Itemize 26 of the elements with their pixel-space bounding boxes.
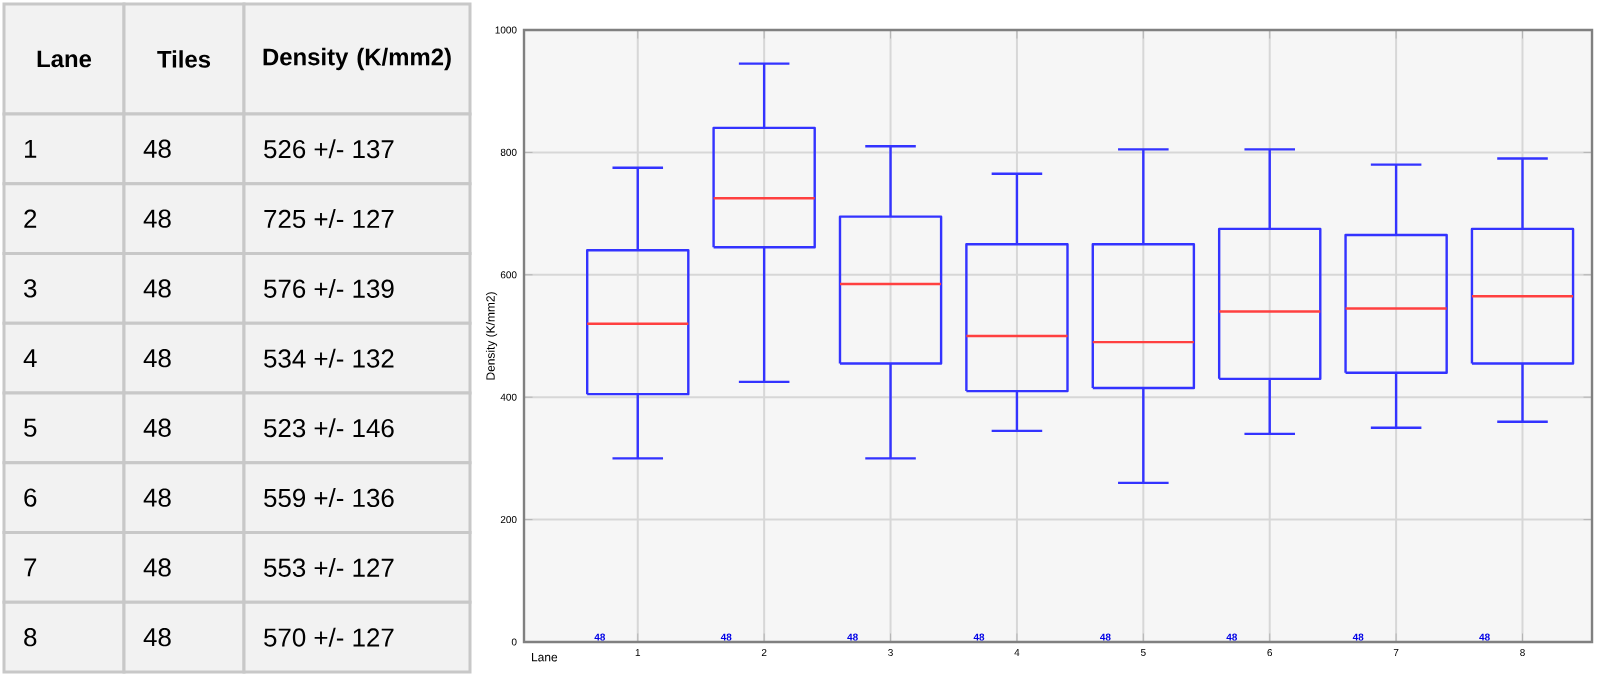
text: 570 +/- 127 — [264, 627, 394, 647]
text: 48 — [143, 418, 171, 437]
text: 526 +/- 137 — [264, 139, 394, 159]
text: 576 +/- 139 — [264, 278, 394, 298]
text: 1 — [25, 139, 37, 158]
text: 725 +/- 127 — [264, 209, 394, 229]
text: 7 — [24, 558, 37, 577]
text: Lane — [37, 50, 92, 68]
text: Density (K/mm2) — [263, 47, 451, 71]
text: 48 — [143, 558, 171, 577]
text: 523 +/- 146 — [264, 418, 394, 438]
text: 4 — [23, 349, 37, 368]
text: 559 +/- 136 — [264, 488, 394, 508]
text: 48 — [143, 488, 171, 507]
text: 2 — [24, 209, 37, 228]
text: 48 — [143, 209, 171, 228]
text: 5 — [24, 418, 37, 437]
text: 6 — [24, 488, 37, 507]
text: 48 — [143, 628, 171, 647]
text: Tiles — [157, 50, 211, 68]
text: 48 — [143, 349, 171, 368]
text: 534 +/- 132 — [264, 348, 394, 368]
text: 553 +/- 127 — [264, 557, 394, 577]
text: 48 — [143, 139, 171, 158]
text: 48 — [143, 279, 171, 298]
text: 3 — [24, 279, 37, 298]
